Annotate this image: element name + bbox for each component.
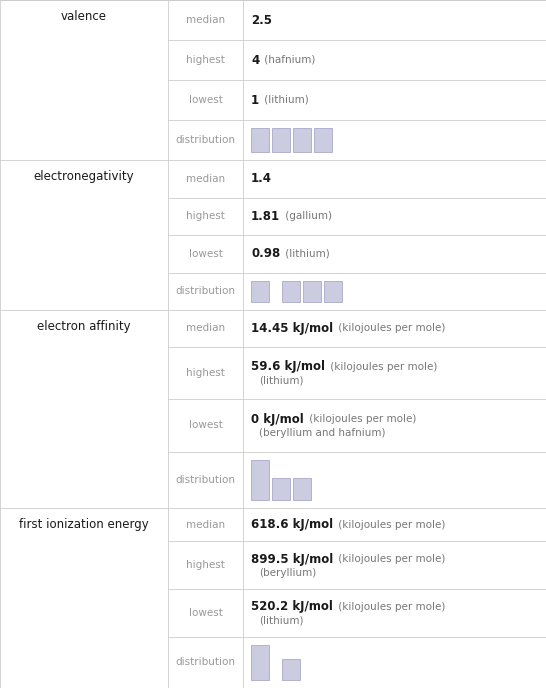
Text: 520.2 kJ/mol: 520.2 kJ/mol	[251, 601, 333, 613]
Text: 1.81: 1.81	[251, 210, 280, 223]
Text: electron affinity: electron affinity	[37, 320, 131, 333]
Text: (lithium): (lithium)	[259, 376, 304, 386]
Text: (lithium): (lithium)	[261, 95, 309, 105]
Text: (beryllium and hafnium): (beryllium and hafnium)	[259, 429, 385, 438]
Text: (gallium): (gallium)	[282, 211, 332, 222]
Text: median: median	[186, 15, 225, 25]
Text: 14.45 kJ/mol: 14.45 kJ/mol	[251, 322, 333, 335]
Text: 4: 4	[251, 54, 259, 67]
Text: lowest: lowest	[188, 249, 222, 259]
Text: (kilojoules per mole): (kilojoules per mole)	[335, 554, 446, 564]
Text: (kilojoules per mole): (kilojoules per mole)	[335, 602, 445, 612]
Bar	[251, 460, 269, 500]
Text: distribution: distribution	[175, 475, 235, 485]
Text: highest: highest	[186, 560, 225, 570]
Bar	[282, 659, 300, 680]
Bar	[272, 477, 290, 500]
Bar	[314, 128, 332, 152]
Text: (lithium): (lithium)	[282, 249, 330, 259]
Text: distribution: distribution	[175, 135, 235, 145]
Text: lowest: lowest	[188, 608, 222, 618]
Bar	[272, 128, 290, 152]
Text: 899.5 kJ/mol: 899.5 kJ/mol	[251, 552, 333, 566]
Text: distribution: distribution	[175, 657, 235, 667]
Text: 1: 1	[251, 94, 259, 107]
Text: highest: highest	[186, 368, 225, 378]
Bar	[293, 128, 311, 152]
Text: first ionization energy: first ionization energy	[19, 518, 149, 531]
Text: 0.98: 0.98	[251, 247, 280, 260]
Bar	[251, 281, 269, 302]
Text: highest: highest	[186, 211, 225, 222]
Text: lowest: lowest	[188, 420, 222, 430]
Text: (kilojoules per mole): (kilojoules per mole)	[327, 362, 437, 372]
Text: 618.6 kJ/mol: 618.6 kJ/mol	[251, 518, 333, 531]
Text: highest: highest	[186, 55, 225, 65]
Bar	[293, 477, 311, 500]
Bar	[324, 281, 342, 302]
Text: (hafnium): (hafnium)	[261, 55, 316, 65]
Text: (kilojoules per mole): (kilojoules per mole)	[335, 323, 446, 333]
Text: 0 kJ/mol: 0 kJ/mol	[251, 413, 304, 426]
Text: 59.6 kJ/mol: 59.6 kJ/mol	[251, 361, 325, 374]
Text: median: median	[186, 519, 225, 530]
Text: (kilojoules per mole): (kilojoules per mole)	[335, 519, 446, 530]
Bar	[251, 645, 269, 680]
Text: (beryllium): (beryllium)	[259, 568, 316, 578]
Text: 1.4: 1.4	[251, 172, 272, 185]
Text: 2.5: 2.5	[251, 14, 272, 27]
Bar	[303, 281, 321, 302]
Text: lowest: lowest	[188, 95, 222, 105]
Bar	[251, 128, 269, 152]
Text: median: median	[186, 174, 225, 184]
Text: (kilojoules per mole): (kilojoules per mole)	[306, 414, 416, 424]
Text: electronegativity: electronegativity	[34, 170, 134, 183]
Text: (lithium): (lithium)	[259, 616, 304, 626]
Text: median: median	[186, 323, 225, 333]
Bar	[282, 281, 300, 302]
Text: valence: valence	[61, 10, 107, 23]
Text: distribution: distribution	[175, 286, 235, 297]
